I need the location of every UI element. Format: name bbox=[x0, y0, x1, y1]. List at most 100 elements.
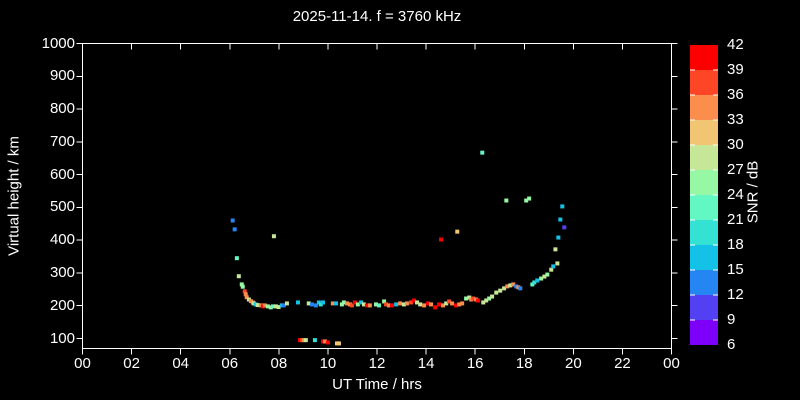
colorbar-segment bbox=[690, 45, 718, 70]
data-point bbox=[270, 304, 275, 309]
data-point bbox=[487, 296, 492, 301]
colorbar-segment bbox=[690, 170, 718, 195]
data-point bbox=[542, 274, 547, 279]
data-point bbox=[455, 229, 460, 234]
data-point bbox=[374, 302, 379, 307]
data-point bbox=[464, 296, 469, 301]
colorbar-tick-label: 6 bbox=[727, 336, 736, 353]
colorbar-segment bbox=[690, 195, 718, 220]
data-point bbox=[262, 303, 267, 308]
data-point bbox=[545, 272, 550, 277]
data-point bbox=[306, 301, 311, 306]
colorbar-segment bbox=[690, 245, 718, 270]
data-point bbox=[276, 305, 281, 310]
data-point bbox=[345, 301, 350, 306]
data-point bbox=[450, 301, 455, 306]
data-point bbox=[535, 278, 540, 283]
data-point bbox=[556, 235, 561, 240]
data-point bbox=[412, 298, 417, 303]
data-point bbox=[549, 267, 554, 272]
data-point bbox=[236, 274, 241, 279]
data-point bbox=[444, 301, 449, 306]
data-point bbox=[364, 303, 369, 308]
colorbar-tick-label: 39 bbox=[727, 61, 744, 78]
data-point bbox=[498, 288, 503, 293]
x-axis-label: UT Time / hrs bbox=[332, 376, 422, 393]
data-point bbox=[318, 302, 323, 307]
x-tick-label: 20 bbox=[564, 355, 582, 372]
x-tick-label: 12 bbox=[368, 355, 386, 372]
data-point bbox=[382, 299, 387, 304]
colorbar-tick-label: 42 bbox=[727, 36, 744, 53]
data-point bbox=[437, 302, 442, 307]
y-tick-label: 500 bbox=[49, 198, 75, 216]
data-point bbox=[553, 247, 558, 252]
colorbar-tick-label: 27 bbox=[727, 161, 744, 178]
data-point bbox=[502, 286, 507, 291]
data-point bbox=[454, 303, 459, 308]
data-point bbox=[518, 286, 523, 291]
data-point bbox=[401, 302, 406, 307]
data-point bbox=[330, 301, 335, 306]
data-point bbox=[494, 290, 499, 295]
data-point bbox=[471, 296, 476, 301]
data-point bbox=[558, 217, 563, 222]
data-point bbox=[439, 237, 444, 242]
x-tick-label: 06 bbox=[221, 355, 239, 372]
data-point bbox=[418, 302, 423, 307]
data-point bbox=[361, 302, 366, 307]
data-point bbox=[508, 283, 513, 288]
data-point bbox=[271, 234, 276, 239]
y-tick-label: 1000 bbox=[41, 34, 75, 52]
data-point bbox=[505, 284, 510, 289]
data-point bbox=[398, 301, 403, 306]
x-tick-label: 00 bbox=[663, 355, 680, 372]
data-point bbox=[524, 198, 529, 203]
data-point bbox=[490, 294, 495, 299]
x-tick-label: 16 bbox=[466, 355, 484, 372]
data-point bbox=[309, 302, 314, 307]
data-point bbox=[295, 300, 300, 305]
data-point bbox=[242, 289, 247, 294]
y-tick-label: 900 bbox=[49, 67, 75, 85]
colorbar-tick-label: 12 bbox=[727, 286, 744, 303]
data-point bbox=[447, 299, 452, 304]
y-tick-label: 600 bbox=[49, 165, 75, 183]
data-point bbox=[273, 304, 278, 309]
colorbar-segment bbox=[690, 70, 718, 95]
data-point bbox=[336, 341, 341, 346]
data-point bbox=[240, 284, 245, 289]
data-point bbox=[244, 295, 249, 300]
data-point bbox=[457, 302, 462, 307]
data-point bbox=[321, 300, 326, 305]
data-point bbox=[426, 301, 431, 306]
x-tick-label: 10 bbox=[319, 355, 337, 372]
colorbar-tick-label: 21 bbox=[727, 211, 744, 228]
data-point bbox=[322, 339, 327, 344]
data-point bbox=[284, 301, 289, 306]
data-point bbox=[428, 302, 433, 307]
data-point bbox=[355, 302, 360, 307]
data-point bbox=[527, 196, 532, 201]
colorbar-segment bbox=[690, 220, 718, 245]
data-point bbox=[384, 302, 389, 307]
data-point bbox=[441, 303, 446, 308]
data-point bbox=[511, 282, 516, 287]
data-point bbox=[232, 227, 237, 232]
data-point bbox=[239, 282, 244, 287]
data-point bbox=[255, 303, 260, 308]
colorbar-tick-label: 36 bbox=[727, 86, 744, 103]
data-point bbox=[480, 150, 485, 155]
colorbar-segment bbox=[690, 270, 718, 295]
data-point bbox=[312, 338, 317, 343]
data-point bbox=[422, 303, 427, 308]
colorbar-tick-label: 24 bbox=[727, 186, 744, 203]
data-point bbox=[230, 218, 235, 223]
x-tick-label: 22 bbox=[614, 355, 631, 372]
colorbar-tick-label: 9 bbox=[727, 311, 736, 328]
data-point bbox=[313, 303, 318, 308]
data-point bbox=[341, 300, 346, 305]
data-point bbox=[359, 300, 364, 305]
data-point bbox=[334, 301, 339, 306]
